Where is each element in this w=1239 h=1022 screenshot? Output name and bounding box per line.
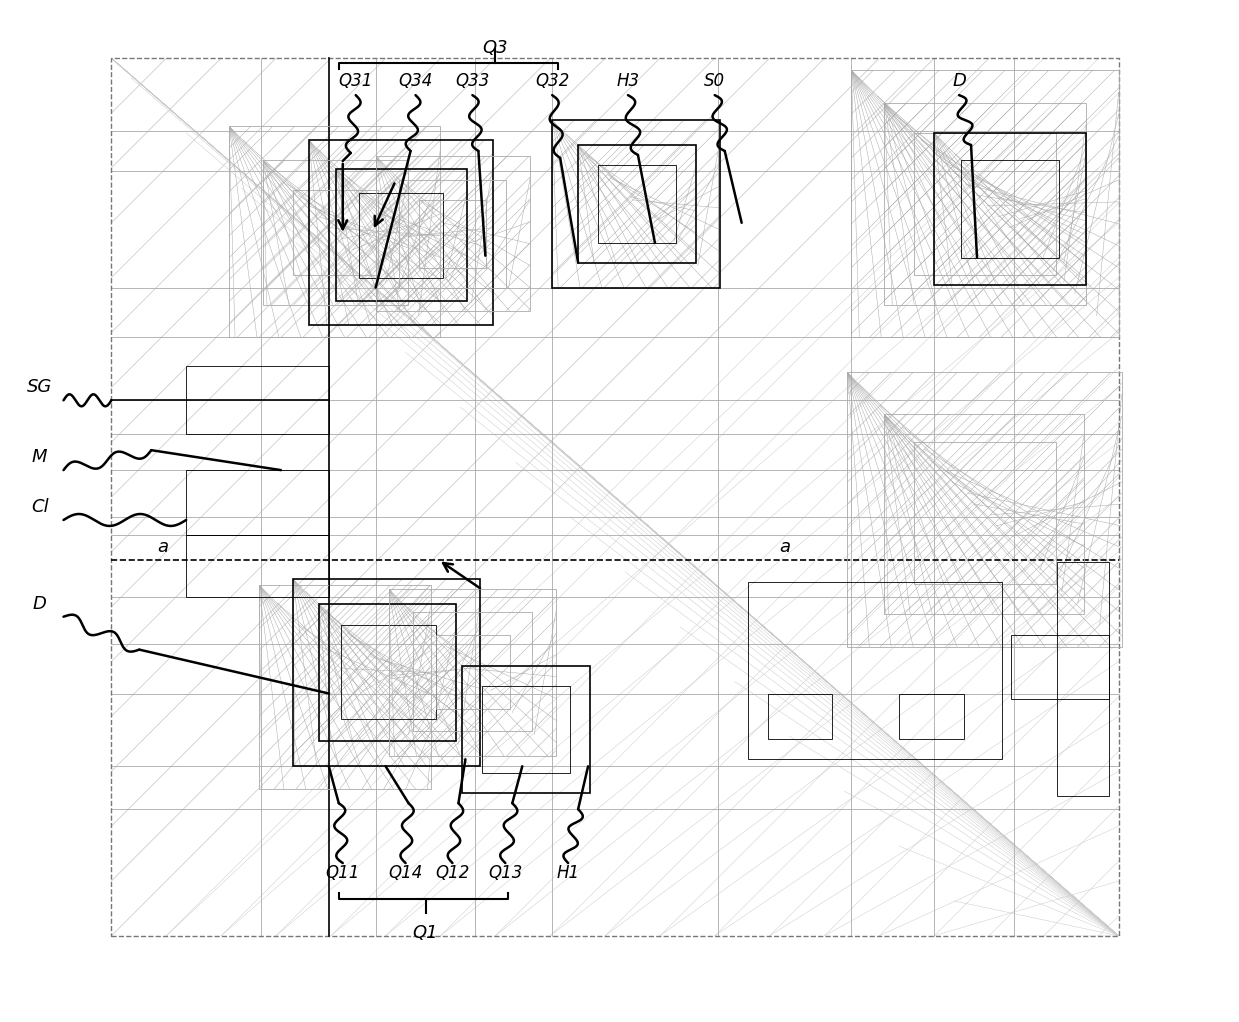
Bar [375, 156, 530, 311]
Bar [914, 443, 1056, 584]
Bar [359, 193, 444, 278]
Bar [413, 612, 533, 732]
Bar [186, 367, 328, 434]
Text: Q13: Q13 [488, 864, 523, 882]
Text: Q33: Q33 [455, 73, 489, 90]
Bar [961, 160, 1059, 258]
Bar [934, 133, 1085, 284]
Bar [336, 169, 467, 300]
Text: M: M [32, 448, 47, 466]
Bar [186, 535, 328, 597]
Bar [229, 126, 441, 337]
Bar [309, 140, 493, 325]
Bar [292, 578, 481, 766]
Text: H3: H3 [617, 73, 639, 90]
Text: Q14: Q14 [388, 864, 422, 882]
Text: S0: S0 [704, 73, 725, 90]
Bar [1057, 562, 1109, 796]
Bar [341, 624, 435, 719]
Bar [263, 160, 408, 305]
Text: Q11: Q11 [326, 864, 361, 882]
Text: D: D [952, 73, 966, 90]
Bar [851, 71, 1119, 337]
Bar [885, 414, 1084, 614]
Bar [900, 695, 964, 739]
Bar [885, 103, 1085, 305]
Text: Q12: Q12 [435, 864, 470, 882]
Text: Cl: Cl [31, 498, 48, 516]
Bar [318, 604, 456, 741]
Text: Q32: Q32 [535, 73, 570, 90]
Text: a: a [157, 538, 169, 556]
Text: Q34: Q34 [399, 73, 432, 90]
Bar [747, 582, 1002, 759]
Bar [553, 120, 720, 287]
Bar [259, 585, 430, 789]
Bar [847, 372, 1121, 647]
Bar [462, 665, 590, 793]
Bar [579, 145, 696, 263]
Bar [389, 589, 556, 756]
Text: Q31: Q31 [338, 73, 373, 90]
Bar [399, 180, 507, 287]
Bar [186, 470, 328, 535]
Bar [419, 200, 487, 268]
Text: SG: SG [27, 378, 52, 397]
Text: H1: H1 [556, 864, 580, 882]
Bar [112, 58, 1119, 936]
Text: Q1: Q1 [413, 924, 439, 942]
Bar [1011, 635, 1109, 699]
Bar [435, 635, 510, 709]
Text: a: a [779, 538, 790, 556]
Bar [914, 133, 1056, 275]
Bar [768, 695, 833, 739]
Text: Q3: Q3 [482, 39, 508, 57]
Bar [598, 165, 675, 243]
Text: D: D [32, 595, 47, 613]
Bar [292, 190, 378, 275]
Bar [482, 686, 570, 774]
